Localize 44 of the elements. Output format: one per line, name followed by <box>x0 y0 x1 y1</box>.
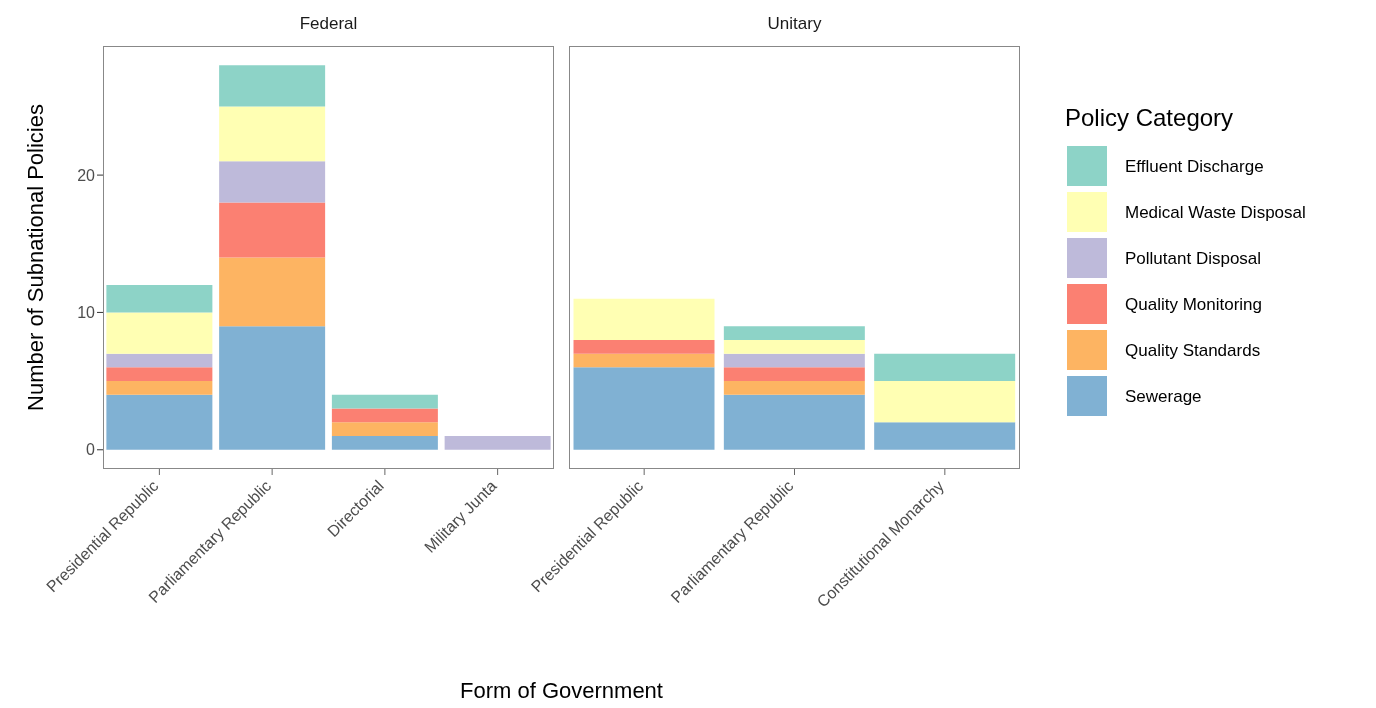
bar <box>573 367 715 450</box>
bar <box>331 422 438 437</box>
bar <box>723 367 865 382</box>
legend-label: Medical Waste Disposal <box>1125 203 1306 222</box>
x-axis-title: Form of Government <box>459 678 664 704</box>
bar <box>106 284 213 313</box>
chart-title: Federal <box>298 14 359 34</box>
bar <box>106 312 213 354</box>
bar <box>219 161 326 203</box>
legend-label: Quality Standards <box>1125 341 1261 360</box>
bar <box>723 394 865 450</box>
bar <box>106 381 213 395</box>
bar <box>573 353 715 368</box>
bar <box>723 326 865 340</box>
chart-title: Unitary <box>766 14 823 34</box>
bar <box>106 353 213 368</box>
y-tick-label: 0 <box>86 441 96 459</box>
bar <box>106 394 213 450</box>
bar <box>219 106 326 162</box>
bar <box>723 353 865 368</box>
bar <box>219 202 326 258</box>
legend-label: Sewerage <box>1125 387 1202 406</box>
bar <box>331 436 438 450</box>
bar <box>723 381 865 395</box>
bar <box>874 381 1016 423</box>
bar <box>874 422 1016 450</box>
legend-label: Quality Monitoring <box>1125 295 1263 314</box>
bar <box>444 436 551 450</box>
bar <box>219 257 326 327</box>
bar <box>573 298 715 340</box>
legend-label: Pollutant Disposal <box>1125 249 1262 268</box>
bar <box>874 353 1016 382</box>
bar <box>219 65 326 107</box>
bar <box>573 339 715 354</box>
bar <box>331 394 438 409</box>
y-axis-title: Number of Subnational Policies <box>22 104 48 411</box>
bar <box>219 326 326 450</box>
y-tick-label: 20 <box>77 166 96 184</box>
bar <box>106 367 213 382</box>
legend-title: Policy Category <box>1065 104 1234 131</box>
legend-label: Effluent Discharge <box>1125 157 1264 176</box>
bar <box>723 339 865 354</box>
bar <box>331 408 438 423</box>
y-tick-label: 10 <box>77 304 96 322</box>
